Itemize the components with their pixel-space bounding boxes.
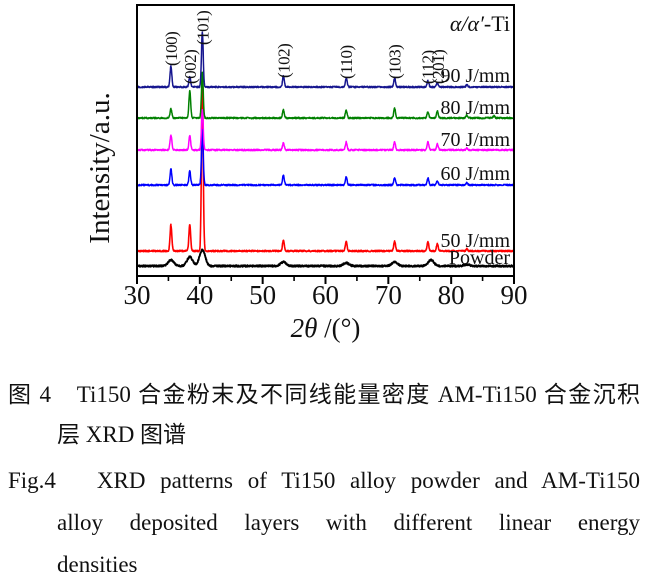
x-tick-label: 40 — [186, 280, 213, 310]
xrd-plot-canvas: 30 40 50 60 70 80 90 2θ /(°) Intensity/a.u. (100)… — [84, 4, 528, 343]
peak-label-103: (103) — [386, 45, 405, 79]
series-label-60-j-mm: 60 J/mm — [441, 163, 511, 185]
x-axis-title: 2θ /(°) — [291, 313, 361, 343]
series-label-90-j-mm: 90 J/mm — [441, 65, 511, 87]
peak-label-102: (102) — [274, 44, 293, 78]
series-label-80-j-mm: 80 J/mm — [441, 97, 511, 119]
caption-zh-line2: 层 XRD 图谱 — [57, 422, 187, 447]
caption-en-line2: alloy deposited layers with different li… — [57, 510, 640, 535]
series-curve-60-j-mm — [136, 128, 515, 187]
legend-phase-label: α/α′-Ti — [450, 11, 510, 36]
y-axis-title: Intensity/a.u. — [84, 92, 116, 243]
series-curve-powder — [136, 248, 515, 268]
peak-label-101: (101) — [193, 11, 212, 45]
x-tick-label: 70 — [375, 280, 402, 310]
series-curve-80-j-mm — [136, 71, 515, 120]
xrd-chart: 30 40 50 60 70 80 90 2θ /(°) Intensity/a.u. (100)… — [84, 4, 528, 343]
series-curve-50-j-mm — [136, 85, 515, 253]
x-tick-label: 90 — [501, 280, 528, 310]
series-label-70-j-mm: 70 J/mm — [441, 129, 511, 151]
peak-label-100: (100) — [162, 32, 181, 66]
series-curve-90-j-mm — [136, 31, 515, 89]
caption-en-line3: densities — [57, 552, 138, 576]
x-tick-label: 60 — [312, 280, 339, 310]
x-tick-label: 30 — [124, 280, 151, 310]
peak-label-112: (112) — [418, 50, 437, 84]
series-label-powder: Powder — [449, 247, 510, 269]
series-label-50-j-mm: 50 J/mm — [441, 230, 511, 252]
x-tick-label: 80 — [438, 280, 465, 310]
peak-label-110: (110) — [337, 45, 356, 79]
x-tick-label: 50 — [249, 280, 276, 310]
series-curve-70-j-mm — [136, 108, 515, 152]
caption-zh-line1: 图 4 Ti150 合金粉末及不同线能量密度 AM-Ti150 合金沉积 — [8, 382, 640, 407]
peak-label-201: (201) — [429, 50, 448, 84]
caption-en-line1: Fig.4 XRD patterns of Ti150 alloy powder… — [8, 468, 640, 493]
peak-label-002: (002) — [181, 50, 200, 84]
